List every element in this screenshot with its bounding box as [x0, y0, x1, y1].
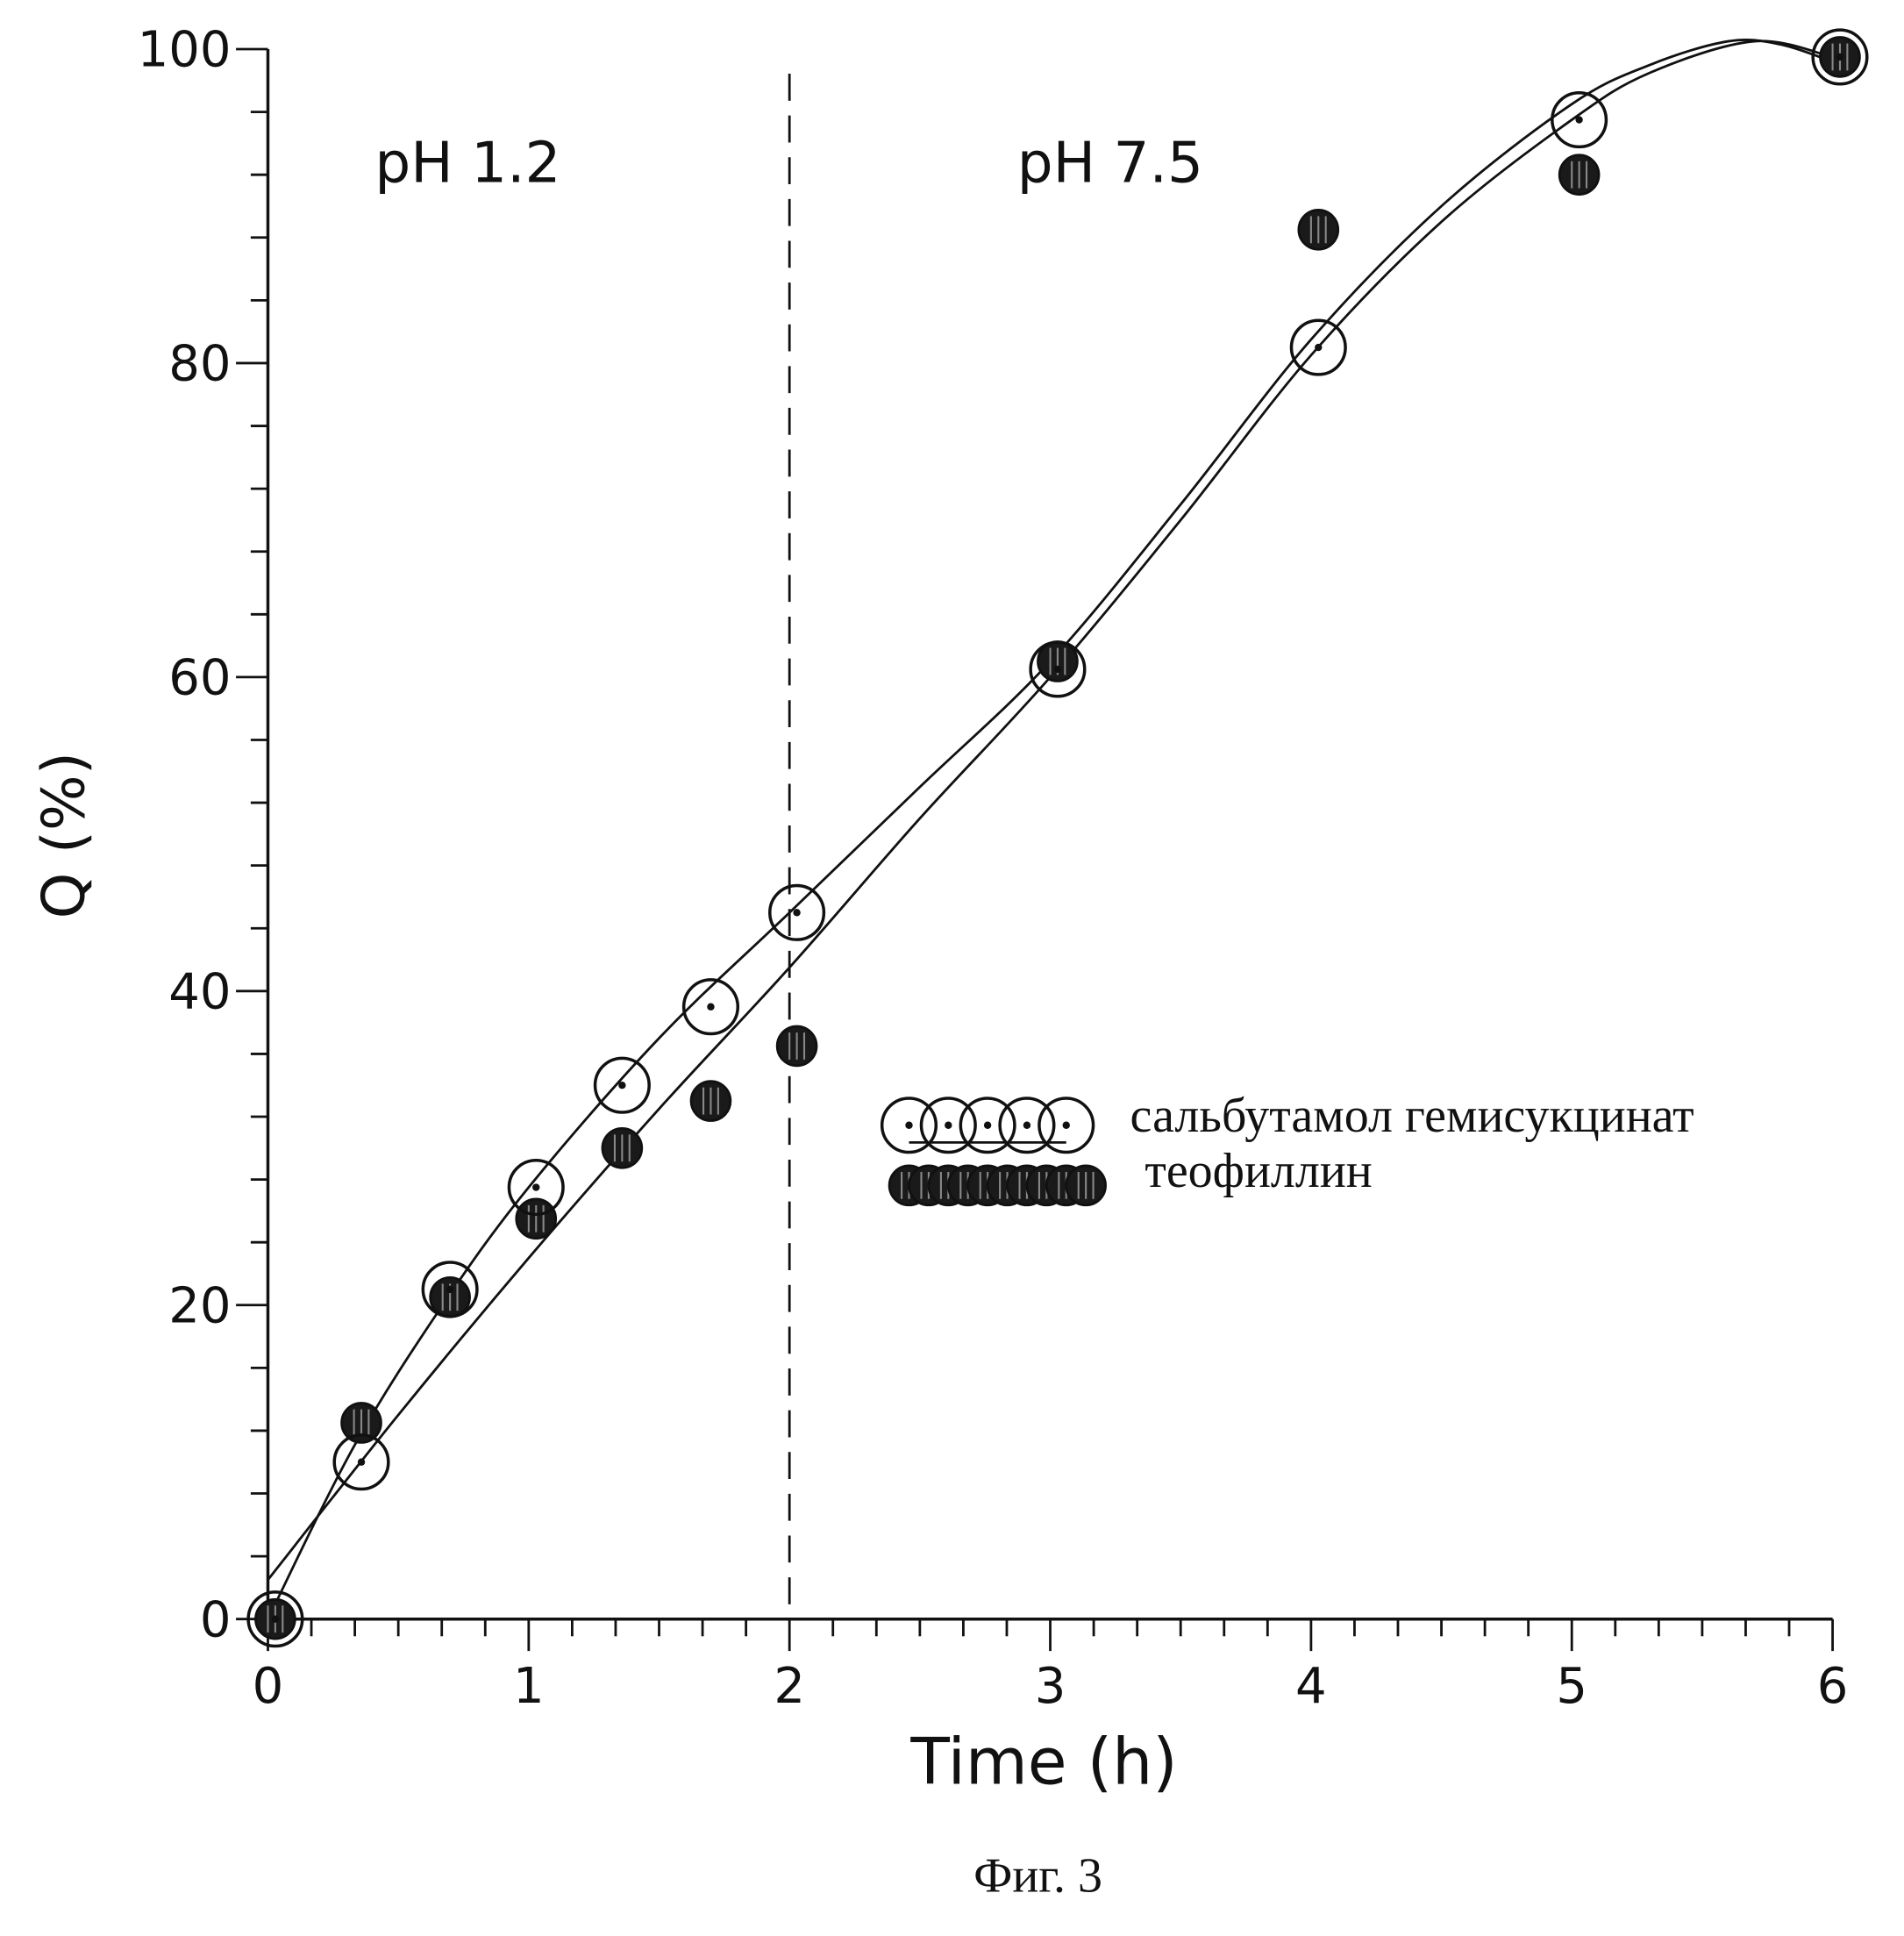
- open-circle-marker: [1551, 90, 1608, 149]
- figure-caption: Фиг. 3: [973, 1849, 1102, 1904]
- data-point-theophylline: [689, 1080, 732, 1122]
- marker-dot: [618, 1082, 626, 1089]
- y-tick-label: 40: [168, 963, 231, 1020]
- open-circle-marker: [246, 1590, 304, 1648]
- marker-dot: [945, 1121, 952, 1129]
- data-point-salbutamol: [681, 978, 740, 1036]
- legend-label-theophylline: теофиллин: [1145, 1144, 1372, 1198]
- x-tick-label: 1: [513, 1658, 545, 1715]
- data-point-salbutamol: [768, 883, 826, 941]
- open-circle-marker: [421, 1261, 479, 1318]
- open-circle-marker: [998, 1097, 1056, 1154]
- legend: сальбутамол гемисукцинат теофиллин: [880, 1089, 1694, 1207]
- open-circle-marker: [919, 1097, 977, 1154]
- x-tick-label: 3: [1035, 1658, 1066, 1715]
- open-circle-marker: [1029, 640, 1087, 698]
- x-tick-label: 4: [1295, 1658, 1327, 1715]
- open-circle-marker: [507, 1158, 565, 1217]
- x-tick-label: 0: [253, 1658, 284, 1715]
- legend-label-salbutamol: сальбутамол гемисукцинат: [1130, 1089, 1694, 1143]
- open-circle-marker: [332, 1433, 390, 1491]
- x-tick-label: 6: [1817, 1658, 1849, 1715]
- marker-dot: [446, 1285, 454, 1294]
- y-tick-label: 20: [168, 1277, 231, 1334]
- data-point-salbutamol: [593, 1056, 651, 1114]
- y-tick-label: 0: [200, 1591, 232, 1648]
- data-point-theophylline: [1558, 154, 1601, 196]
- marker-dot: [271, 1615, 280, 1623]
- data-point-salbutamol: [332, 1433, 390, 1491]
- marker-dot: [1062, 1121, 1070, 1129]
- marker-dot: [983, 1121, 992, 1129]
- open-circle-marker: [1289, 318, 1347, 376]
- y-tick-label: 80: [168, 336, 231, 393]
- marker-dot: [1836, 53, 1844, 61]
- legend-symbol: [919, 1097, 977, 1154]
- annotation-ph-1-2: pH 1.2: [374, 130, 560, 196]
- open-circle-marker: [880, 1097, 938, 1154]
- open-circle-marker: [768, 883, 826, 941]
- legend-symbol: [880, 1097, 938, 1154]
- data-points: [246, 28, 1869, 1648]
- open-circle-marker: [1038, 1097, 1095, 1154]
- open-circle-marker: [681, 978, 740, 1036]
- data-point-salbutamol: [1029, 640, 1087, 698]
- open-circle-marker: [959, 1097, 1016, 1154]
- x-tick-label: 2: [774, 1658, 805, 1715]
- data-point-salbutamol: [507, 1158, 565, 1217]
- legend-marker-theophylline: [888, 1164, 1107, 1207]
- marker-dot: [1023, 1121, 1031, 1129]
- legend-marker-salbutamol: [880, 1097, 1095, 1154]
- open-circle-marker: [1811, 28, 1869, 86]
- open-circle-marker: [593, 1056, 651, 1114]
- x-axis-label: Time (h): [909, 1725, 1177, 1799]
- marker-dot: [793, 909, 801, 917]
- annotation-ph-7-5: pH 7.5: [1017, 130, 1203, 196]
- marker-dot: [707, 1003, 715, 1011]
- data-point-theophylline: [601, 1126, 644, 1169]
- y-tick-label: 60: [168, 649, 231, 706]
- legend-symbol: [998, 1097, 1056, 1154]
- data-point-salbutamol: [246, 1590, 304, 1648]
- data-point-theophylline: [340, 1402, 382, 1444]
- marker-dot: [1315, 343, 1323, 352]
- data-point-salbutamol: [1811, 28, 1869, 86]
- y-tick-label: 100: [138, 22, 232, 79]
- marker-dot: [905, 1121, 913, 1129]
- fit-curve-theophylline: [267, 39, 1833, 1581]
- data-point-theophylline: [1297, 209, 1340, 251]
- fit-curves: [267, 39, 1834, 1620]
- fit-curve-salbutamol: [267, 39, 1834, 1620]
- marker-dot: [532, 1183, 540, 1191]
- data-point-theophylline: [515, 1197, 558, 1240]
- x-tick-label: 5: [1556, 1658, 1587, 1715]
- legend-symbol: [1065, 1164, 1107, 1207]
- y-axis-label: Q (%): [29, 752, 97, 919]
- legend-symbol: [959, 1097, 1016, 1154]
- data-point-salbutamol: [1551, 90, 1608, 149]
- marker-dot: [1053, 665, 1062, 674]
- data-point-salbutamol: [421, 1261, 479, 1318]
- data-point-theophylline: [775, 1025, 818, 1068]
- marker-dot: [357, 1458, 366, 1466]
- marker-dot: [1575, 116, 1583, 124]
- data-point-theophylline: [1037, 640, 1079, 682]
- data-point-theophylline: [429, 1276, 471, 1318]
- legend-symbol: [1038, 1097, 1095, 1154]
- data-point-salbutamol: [1289, 318, 1347, 376]
